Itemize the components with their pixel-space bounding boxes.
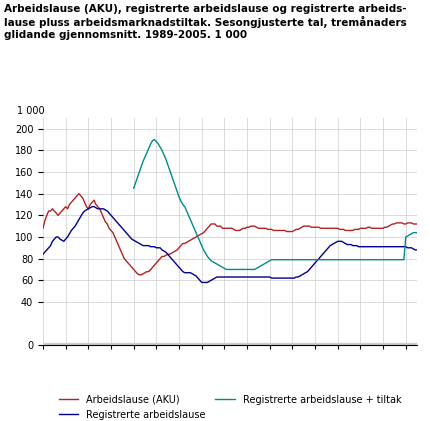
Arbeidslause (AKU) <box>420 226 425 231</box>
Registrerte arbeidslause <box>420 248 425 253</box>
Text: Arbeidslause (AKU), registrerte arbeidslause og registrerte arbeids-
lause pluss: Arbeidslause (AKU), registrerte arbeidsl… <box>4 4 407 40</box>
Registrerte arbeidslause + tiltak <box>318 257 323 262</box>
Registrerte arbeidslause <box>40 252 46 257</box>
Arbeidslause (AKU) <box>415 221 420 226</box>
Arbeidslause (AKU) <box>358 226 363 231</box>
Registrerte arbeidslause + tiltak <box>371 257 376 262</box>
Registrerte arbeidslause + tiltak <box>420 230 425 235</box>
Arbeidslause (AKU) <box>141 271 146 276</box>
Registrerte arbeidslause + tiltak <box>382 257 387 262</box>
Registrerte arbeidslause + tiltak <box>237 267 242 272</box>
Registrerte arbeidslause <box>231 274 236 280</box>
Arbeidslause (AKU) <box>231 227 236 232</box>
Line: Registrerte arbeidslause + tiltak: Registrerte arbeidslause + tiltak <box>134 139 423 269</box>
Registrerte arbeidslause <box>358 244 363 249</box>
Registrerte arbeidslause <box>89 204 95 209</box>
Arbeidslause (AKU) <box>273 228 278 233</box>
Registrerte arbeidslause <box>415 248 420 253</box>
Arbeidslause (AKU) <box>76 191 81 196</box>
Arbeidslause (AKU) <box>40 226 46 231</box>
Text: 1 000: 1 000 <box>17 106 44 116</box>
Registrerte arbeidslause <box>243 274 248 280</box>
Registrerte arbeidslause + tiltak <box>131 186 136 191</box>
Registrerte arbeidslause + tiltak <box>152 137 157 142</box>
Registrerte arbeidslause <box>138 242 144 247</box>
Legend: Arbeidslause (AKU), Registrerte arbeidslause, Registrerte arbeidslause + tiltak: Arbeidslause (AKU), Registrerte arbeidsl… <box>55 391 405 421</box>
Bar <box>43 343 417 345</box>
Registrerte arbeidslause <box>199 280 204 285</box>
Registrerte arbeidslause + tiltak <box>224 267 229 272</box>
Registrerte arbeidslause + tiltak <box>350 257 356 262</box>
Line: Arbeidslause (AKU): Arbeidslause (AKU) <box>43 194 423 275</box>
Registrerte arbeidslause <box>273 276 278 281</box>
Line: Registrerte arbeidslause: Registrerte arbeidslause <box>43 207 423 282</box>
Arbeidslause (AKU) <box>137 272 142 277</box>
Registrerte arbeidslause + tiltak <box>235 267 240 272</box>
Arbeidslause (AKU) <box>243 226 248 231</box>
